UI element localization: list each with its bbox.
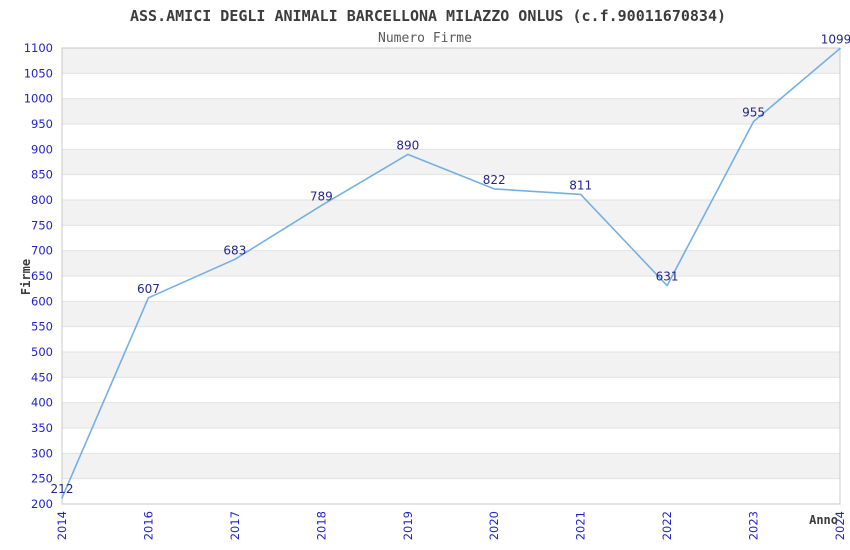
y-tick-label: 550 (31, 320, 53, 334)
y-tick-label: 200 (31, 497, 53, 511)
x-tick-label: 2024 (833, 511, 847, 540)
x-tick-label: 2020 (487, 511, 501, 540)
chart-subtitle: Numero Firme (378, 31, 472, 46)
data-label: 631 (656, 270, 679, 284)
y-tick-label: 300 (31, 446, 53, 460)
data-label: 607 (137, 282, 160, 296)
y-tick-label: 350 (31, 421, 53, 435)
x-tick-label: 2018 (314, 511, 328, 540)
band (62, 301, 840, 327)
x-tick-label: 2016 (141, 511, 155, 540)
series-line (61, 47, 841, 499)
y-tick-label: 1050 (24, 66, 53, 80)
x-tick-label: 2023 (747, 511, 761, 540)
x-tick-label: 2019 (401, 511, 415, 540)
y-tick-label: 750 (31, 218, 53, 232)
y-tick-label: 450 (31, 370, 53, 384)
band (62, 352, 840, 378)
data-label: 822 (483, 173, 506, 187)
plot-border (61, 47, 841, 505)
data-label: 811 (569, 178, 592, 192)
y-axis-title: Firme (19, 259, 33, 295)
band (62, 149, 840, 175)
chart-title: ASS.AMICI DEGLI ANIMALI BARCELLONA MILAZ… (130, 7, 726, 25)
y-axis-tick-labels: 200 250 300 350 400 450 500 550 600 650 700 750 800 8… (24, 41, 53, 511)
data-label: 683 (223, 243, 246, 257)
band (62, 250, 840, 276)
x-axis-title: Anno (809, 513, 838, 527)
y-tick-label: 250 (31, 472, 53, 486)
x-tick-label: 2014 (55, 511, 69, 540)
y-tick-label: 950 (31, 117, 53, 131)
data-label: 212 (51, 482, 74, 496)
band (62, 453, 840, 479)
data-label: 1099 (821, 33, 850, 47)
y-tick-label: 500 (31, 345, 53, 359)
y-tick-label: 800 (31, 193, 53, 207)
band (62, 402, 840, 428)
x-tick-label: 2021 (574, 511, 588, 540)
data-label: 890 (396, 138, 419, 152)
y-tick-label: 1100 (24, 41, 53, 55)
data-labels: 212 607 683 789 890 822 811 631 955 1099 (51, 33, 850, 496)
band (62, 98, 840, 124)
band (62, 48, 840, 74)
y-tick-label: 400 (31, 396, 53, 410)
x-tick-label: 2017 (228, 511, 242, 540)
band (62, 200, 840, 226)
y-tick-label: 650 (31, 269, 53, 283)
x-tick-label: 2022 (660, 511, 674, 540)
data-label: 789 (310, 190, 333, 204)
y-tick-label: 900 (31, 142, 53, 156)
y-tick-label: 600 (31, 294, 53, 308)
y-tick-label: 850 (31, 168, 53, 182)
data-label: 955 (742, 105, 765, 119)
background-bands (62, 48, 840, 479)
y-tick-label: 1000 (24, 92, 53, 106)
y-tick-label: 700 (31, 244, 53, 258)
x-axis-tick-labels: 2014 2016 2017 2018 2019 2020 2021 2022 2023 2024 (55, 511, 847, 540)
